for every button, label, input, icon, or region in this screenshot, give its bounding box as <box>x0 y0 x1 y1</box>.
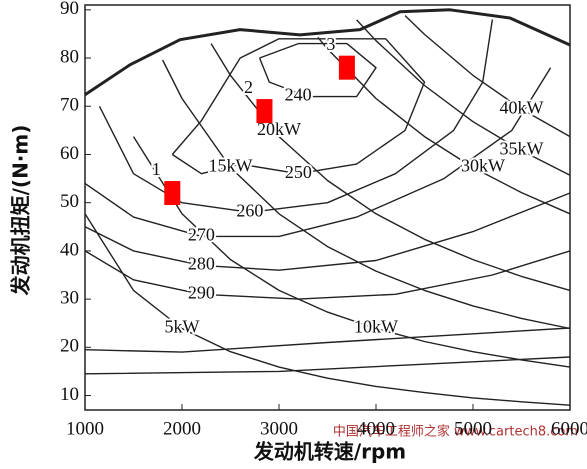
series-line <box>98 19 494 213</box>
watermark: 中国汽车工程师之家 www.cartech8.com <box>333 424 578 440</box>
series-line <box>84 192 571 271</box>
series-label: 260 <box>236 200 263 220</box>
series-label: 30kW <box>461 156 505 176</box>
series-line <box>84 67 552 238</box>
marker-label: 1 <box>152 159 161 179</box>
marker-label: 3 <box>326 34 335 54</box>
marker <box>164 181 181 206</box>
series-label: 20kW <box>257 119 301 139</box>
x-tick-label: 5000 <box>454 418 492 439</box>
series-line <box>258 42 377 98</box>
series-label: 35kW <box>500 139 544 159</box>
series-line <box>317 36 571 215</box>
series-line <box>356 19 571 176</box>
marker <box>256 99 273 124</box>
series-line <box>84 356 571 375</box>
series-line <box>210 43 571 292</box>
x-tick-label: 2000 <box>163 418 201 439</box>
series-label: 250 <box>285 162 312 182</box>
y-tick-label: 50 <box>60 191 79 212</box>
series-line <box>84 8 571 96</box>
series-label: 5kW <box>165 317 200 337</box>
x-tick-label: 3000 <box>260 418 298 439</box>
series-label: 15kW <box>209 156 253 176</box>
series-line <box>404 15 571 138</box>
series-line <box>161 59 571 330</box>
marker-label: 2 <box>244 77 253 97</box>
y-tick-label: 70 <box>60 95 79 116</box>
series-label: 290 <box>188 282 215 302</box>
y-tick-label: 80 <box>60 46 79 67</box>
y-tick-label: 10 <box>60 384 79 405</box>
y-tick-label: 30 <box>60 287 79 308</box>
marker <box>338 55 355 80</box>
y-tick-label: 40 <box>60 239 79 260</box>
y-tick-label: 90 <box>60 0 79 19</box>
x-tick-label: 4000 <box>357 418 395 439</box>
x-tick-label: 1000 <box>66 418 104 439</box>
series-label: 240 <box>285 85 312 105</box>
x-axis-label: 发动机转速/rpm <box>253 440 406 464</box>
y-axis-label: 发动机扭矩/(N·m) <box>9 125 33 297</box>
series-label: 280 <box>188 253 215 273</box>
series-label: 40kW <box>500 97 544 117</box>
x-tick-label: 6000 <box>551 418 587 439</box>
series-label: 270 <box>188 225 215 245</box>
series-line <box>84 327 571 353</box>
series-label: 10kW <box>354 317 398 337</box>
series-line <box>84 250 571 300</box>
series-line <box>84 213 571 406</box>
series-line <box>171 38 426 175</box>
y-tick-label: 60 <box>60 143 79 164</box>
plot-frame <box>84 4 571 411</box>
y-tick-label: 20 <box>60 336 79 357</box>
